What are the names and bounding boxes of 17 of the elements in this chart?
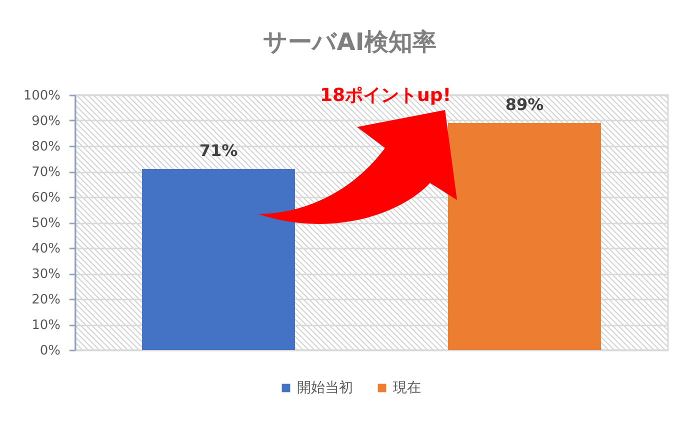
y-tick-label: 0% (40, 344, 60, 358)
data-label: 89% (505, 95, 544, 114)
y-tick-label: 20% (32, 292, 60, 308)
y-tick-label: 40% (32, 242, 60, 256)
legend-label: 現在 (393, 380, 421, 396)
y-tick-label: 60% (32, 190, 60, 206)
y-tick-label: 10% (32, 318, 60, 333)
chart-title: サーバAI検知率 (262, 28, 436, 56)
y-tick-label: 90% (32, 114, 60, 129)
y-tick-label: 80% (32, 140, 60, 154)
data-label: 71% (199, 140, 238, 160)
y-tick-label: 70% (32, 165, 60, 180)
y-tick-label: 50% (32, 216, 60, 231)
annotation: 18ポイントup! (320, 84, 451, 107)
legend-label: 開始当初 (297, 380, 353, 396)
y-tick-label: 100% (23, 88, 60, 104)
y-tick-label: 30% (32, 267, 60, 282)
